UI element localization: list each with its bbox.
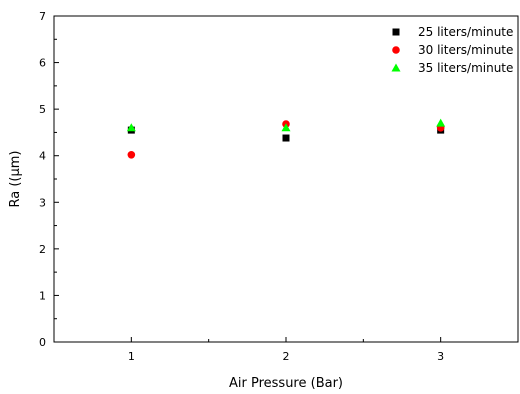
y-tick-label: 0 [39,336,46,349]
y-tick-label: 4 [39,150,46,163]
legend: 25 liters/minute 30 liters/minute 35 liter… [391,25,513,75]
data-points [126,118,446,159]
legend-marker-2 [392,46,400,54]
x-tick-label: 1 [128,350,135,363]
data-point-series-2 [127,150,136,159]
data-point-series-3 [281,123,291,132]
data-point-series-1 [282,134,290,142]
data-point-series-3 [126,123,136,132]
y-tick-label: 5 [39,103,46,116]
y-tick-label: 7 [39,10,46,23]
y-axis-label: Ra ((µm) [8,151,23,208]
y-tick-label: 1 [39,289,46,302]
legend-marker-3 [391,63,401,72]
x-tick-label: 2 [283,350,290,363]
x-tick-label: 3 [437,350,444,363]
x-axis-label: Air Pressure (Bar) [229,376,343,391]
y-tick-label: 3 [39,196,46,209]
axis-ticks: 0 1 2 3 4 5 6 7 1 2 3 [39,10,519,363]
legend-label-2: 30 liters/minute [418,43,513,57]
legend-marker-1 [392,28,400,36]
data-point-series-3 [436,118,446,127]
y-tick-label: 6 [39,57,46,70]
legend-label-1: 25 liters/minute [418,25,513,39]
y-tick-label: 2 [39,243,46,256]
legend-label-3: 35 liters/minute [418,61,513,75]
